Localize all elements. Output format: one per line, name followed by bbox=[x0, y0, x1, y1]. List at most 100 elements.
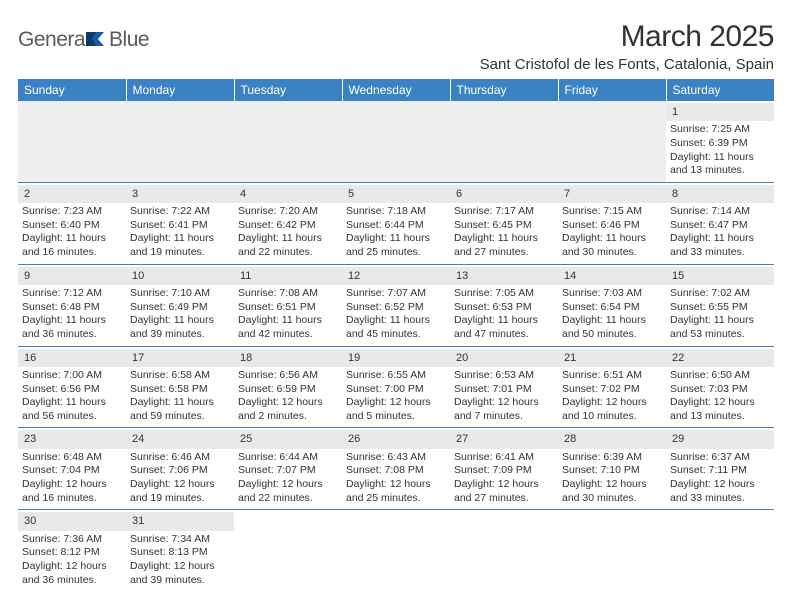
day-content: 20Sunrise: 6:53 AMSunset: 7:01 PMDayligh… bbox=[450, 347, 558, 428]
title-block: March 2025 Sant Cristofol de les Fonts, … bbox=[480, 20, 774, 73]
day-cell: 27Sunrise: 6:41 AMSunset: 7:09 PMDayligh… bbox=[450, 428, 558, 510]
day-number: 5 bbox=[342, 185, 450, 203]
day-content: 17Sunrise: 6:58 AMSunset: 6:58 PMDayligh… bbox=[126, 347, 234, 428]
day-number: 13 bbox=[450, 267, 558, 285]
day-cell: 20Sunrise: 6:53 AMSunset: 7:01 PMDayligh… bbox=[450, 346, 558, 428]
day-cell: 6Sunrise: 7:17 AMSunset: 6:45 PMDaylight… bbox=[450, 182, 558, 264]
day-content: 30Sunrise: 7:36 AMSunset: 8:12 PMDayligh… bbox=[18, 510, 126, 591]
day-number: 8 bbox=[666, 185, 774, 203]
day2-text: and 27 minutes. bbox=[454, 492, 554, 506]
day-number: 2 bbox=[18, 185, 126, 203]
sunrise-text: Sunrise: 6:50 AM bbox=[670, 369, 770, 383]
sunrise-text: Sunrise: 7:05 AM bbox=[454, 287, 554, 301]
day-header-tuesday: Tuesday bbox=[234, 79, 342, 101]
empty-cell bbox=[666, 510, 774, 591]
sunrise-text: Sunrise: 6:41 AM bbox=[454, 451, 554, 465]
sunrise-text: Sunrise: 7:36 AM bbox=[22, 533, 122, 547]
sunrise-text: Sunrise: 7:15 AM bbox=[562, 205, 662, 219]
day-number: 7 bbox=[558, 185, 666, 203]
sunset-text: Sunset: 8:13 PM bbox=[130, 546, 230, 560]
flag-icon bbox=[84, 30, 108, 48]
day-content: 12Sunrise: 7:07 AMSunset: 6:52 PMDayligh… bbox=[342, 265, 450, 346]
day-number: 31 bbox=[126, 512, 234, 530]
sunset-text: Sunset: 6:58 PM bbox=[130, 383, 230, 397]
day2-text: and 5 minutes. bbox=[346, 410, 446, 424]
day-content: 3Sunrise: 7:22 AMSunset: 6:41 PMDaylight… bbox=[126, 183, 234, 264]
day-cell: 2Sunrise: 7:23 AMSunset: 6:40 PMDaylight… bbox=[18, 182, 126, 264]
day2-text: and 42 minutes. bbox=[238, 328, 338, 342]
day-header-wednesday: Wednesday bbox=[342, 79, 450, 101]
day-header-sunday: Sunday bbox=[18, 79, 126, 101]
day-content: 28Sunrise: 6:39 AMSunset: 7:10 PMDayligh… bbox=[558, 428, 666, 509]
day1-text: Daylight: 11 hours bbox=[22, 314, 122, 328]
day-number: 10 bbox=[126, 267, 234, 285]
day-content: 7Sunrise: 7:15 AMSunset: 6:46 PMDaylight… bbox=[558, 183, 666, 264]
sunrise-text: Sunrise: 7:14 AM bbox=[670, 205, 770, 219]
day-cell: 8Sunrise: 7:14 AMSunset: 6:47 PMDaylight… bbox=[666, 182, 774, 264]
header: Genera Blue March 2025 Sant Cristofol de… bbox=[18, 20, 774, 73]
day-cell: 25Sunrise: 6:44 AMSunset: 7:07 PMDayligh… bbox=[234, 428, 342, 510]
sunrise-text: Sunrise: 7:02 AM bbox=[670, 287, 770, 301]
logo-part2: Blue bbox=[109, 28, 149, 52]
day2-text: and 22 minutes. bbox=[238, 492, 338, 506]
day2-text: and 33 minutes. bbox=[670, 246, 770, 260]
sunset-text: Sunset: 6:49 PM bbox=[130, 301, 230, 315]
day-content: 1Sunrise: 7:25 AMSunset: 6:39 PMDaylight… bbox=[666, 101, 774, 182]
day1-text: Daylight: 12 hours bbox=[238, 478, 338, 492]
day2-text: and 7 minutes. bbox=[454, 410, 554, 424]
day-number: 29 bbox=[666, 430, 774, 448]
day-cell: 3Sunrise: 7:22 AMSunset: 6:41 PMDaylight… bbox=[126, 182, 234, 264]
sunset-text: Sunset: 6:47 PM bbox=[670, 219, 770, 233]
day1-text: Daylight: 11 hours bbox=[238, 314, 338, 328]
day1-text: Daylight: 11 hours bbox=[670, 151, 770, 165]
sunrise-text: Sunrise: 7:17 AM bbox=[454, 205, 554, 219]
day2-text: and 10 minutes. bbox=[562, 410, 662, 424]
day-cell: 11Sunrise: 7:08 AMSunset: 6:51 PMDayligh… bbox=[234, 264, 342, 346]
empty-cell bbox=[126, 101, 234, 182]
sunrise-text: Sunrise: 6:56 AM bbox=[238, 369, 338, 383]
sunset-text: Sunset: 6:56 PM bbox=[22, 383, 122, 397]
sunrise-text: Sunrise: 6:53 AM bbox=[454, 369, 554, 383]
day-number: 14 bbox=[558, 267, 666, 285]
calendar-table: SundayMondayTuesdayWednesdayThursdayFrid… bbox=[18, 79, 774, 591]
day-cell: 13Sunrise: 7:05 AMSunset: 6:53 PMDayligh… bbox=[450, 264, 558, 346]
day2-text: and 53 minutes. bbox=[670, 328, 770, 342]
sunset-text: Sunset: 7:04 PM bbox=[22, 464, 122, 478]
day2-text: and 36 minutes. bbox=[22, 328, 122, 342]
empty-cell bbox=[234, 101, 342, 182]
day-cell: 14Sunrise: 7:03 AMSunset: 6:54 PMDayligh… bbox=[558, 264, 666, 346]
day-number: 21 bbox=[558, 349, 666, 367]
day-number: 24 bbox=[126, 430, 234, 448]
day-content: 21Sunrise: 6:51 AMSunset: 7:02 PMDayligh… bbox=[558, 347, 666, 428]
empty-cell bbox=[558, 101, 666, 182]
sunset-text: Sunset: 7:02 PM bbox=[562, 383, 662, 397]
day2-text: and 25 minutes. bbox=[346, 246, 446, 260]
day2-text: and 33 minutes. bbox=[670, 492, 770, 506]
day-content: 11Sunrise: 7:08 AMSunset: 6:51 PMDayligh… bbox=[234, 265, 342, 346]
sunset-text: Sunset: 6:41 PM bbox=[130, 219, 230, 233]
day-content: 9Sunrise: 7:12 AMSunset: 6:48 PMDaylight… bbox=[18, 265, 126, 346]
day-cell: 16Sunrise: 7:00 AMSunset: 6:56 PMDayligh… bbox=[18, 346, 126, 428]
day-cell: 21Sunrise: 6:51 AMSunset: 7:02 PMDayligh… bbox=[558, 346, 666, 428]
day-number: 19 bbox=[342, 349, 450, 367]
day1-text: Daylight: 12 hours bbox=[562, 396, 662, 410]
empty-cell bbox=[450, 101, 558, 182]
sunset-text: Sunset: 6:59 PM bbox=[238, 383, 338, 397]
day2-text: and 19 minutes. bbox=[130, 492, 230, 506]
sunset-text: Sunset: 6:51 PM bbox=[238, 301, 338, 315]
week-row: 1Sunrise: 7:25 AMSunset: 6:39 PMDaylight… bbox=[18, 101, 774, 182]
day-content: 19Sunrise: 6:55 AMSunset: 7:00 PMDayligh… bbox=[342, 347, 450, 428]
day-cell: 1Sunrise: 7:25 AMSunset: 6:39 PMDaylight… bbox=[666, 101, 774, 182]
week-row: 2Sunrise: 7:23 AMSunset: 6:40 PMDaylight… bbox=[18, 182, 774, 264]
day-number: 17 bbox=[126, 349, 234, 367]
location: Sant Cristofol de les Fonts, Catalonia, … bbox=[480, 56, 774, 73]
day1-text: Daylight: 11 hours bbox=[346, 232, 446, 246]
day-content: 23Sunrise: 6:48 AMSunset: 7:04 PMDayligh… bbox=[18, 428, 126, 509]
day1-text: Daylight: 12 hours bbox=[22, 478, 122, 492]
sunrise-text: Sunrise: 6:44 AM bbox=[238, 451, 338, 465]
day-cell: 7Sunrise: 7:15 AMSunset: 6:46 PMDaylight… bbox=[558, 182, 666, 264]
day-cell: 31Sunrise: 7:34 AMSunset: 8:13 PMDayligh… bbox=[126, 510, 234, 591]
day2-text: and 25 minutes. bbox=[346, 492, 446, 506]
sunrise-text: Sunrise: 7:18 AM bbox=[346, 205, 446, 219]
day-number: 9 bbox=[18, 267, 126, 285]
